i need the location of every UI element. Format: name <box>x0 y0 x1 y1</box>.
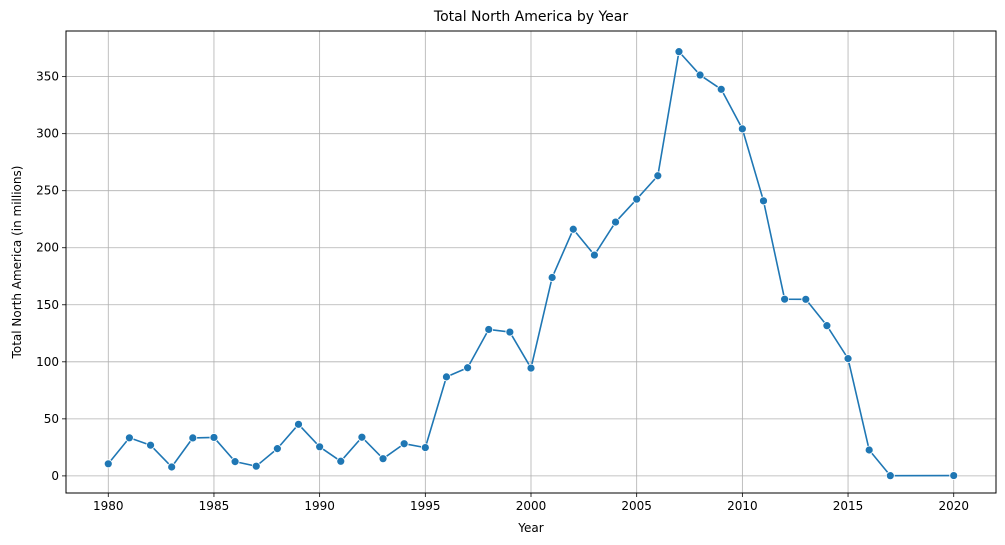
data-point <box>505 327 515 337</box>
y-tick-label: 0 <box>51 469 59 483</box>
data-point <box>209 433 219 442</box>
chart-title: Total North America by Year <box>433 9 628 25</box>
data-point <box>336 456 346 466</box>
x-tick-label: 2015 <box>833 499 864 513</box>
data-point <box>885 471 895 481</box>
data-point <box>737 124 747 134</box>
data-point <box>822 321 832 331</box>
x-tick-label: 2010 <box>727 499 758 513</box>
y-tick-label: 150 <box>36 298 59 312</box>
y-tick-label: 50 <box>44 412 59 426</box>
data-point <box>399 439 409 449</box>
data-point <box>378 454 388 464</box>
data-point <box>315 442 325 452</box>
y-tick-label: 100 <box>36 355 59 369</box>
y-axis-label: Total North America (in millions) <box>10 166 24 360</box>
y-tick-label: 200 <box>36 241 59 255</box>
data-point <box>653 171 663 181</box>
grid-lines <box>66 31 996 493</box>
data-point <box>695 70 705 80</box>
data-point <box>632 194 642 204</box>
data-point <box>526 363 536 373</box>
data-point <box>590 250 599 260</box>
data-point <box>949 471 959 480</box>
data-point <box>294 419 303 429</box>
data-point <box>716 84 726 94</box>
x-tick-label: 1980 <box>93 499 124 513</box>
x-axis: 1980 1985 1990 1995 2000 2005 2010 2015 2020 <box>93 493 969 513</box>
x-tick-label: 2000 <box>516 499 547 513</box>
y-tick-label: 350 <box>36 70 59 84</box>
data-point <box>442 372 451 382</box>
data-point <box>674 47 684 57</box>
data-point <box>611 217 620 227</box>
data-point <box>146 440 155 450</box>
x-tick-label: 2020 <box>938 499 969 513</box>
data-point <box>864 445 874 455</box>
data-point <box>251 461 261 471</box>
y-axis: 0 50 100 150 200 250 300 350 <box>36 70 66 483</box>
data-point <box>843 354 853 364</box>
data-point <box>167 462 177 472</box>
data-point <box>125 433 134 443</box>
data-point <box>188 433 198 443</box>
y-tick-label: 300 <box>36 127 59 141</box>
data-point <box>484 325 494 334</box>
data-point <box>357 432 367 442</box>
data-point <box>230 457 240 467</box>
x-tick-label: 2005 <box>621 499 652 513</box>
data-point <box>547 273 557 282</box>
data-point <box>568 224 578 234</box>
data-point <box>420 443 430 452</box>
data-point <box>780 294 790 304</box>
data-point <box>272 444 282 454</box>
x-tick-label: 1985 <box>199 499 230 513</box>
data-point <box>759 196 768 206</box>
data-point <box>801 294 811 304</box>
data-point <box>103 459 113 469</box>
x-tick-label: 1995 <box>410 499 441 513</box>
y-tick-label: 250 <box>36 184 59 198</box>
x-tick-label: 1990 <box>304 499 335 513</box>
data-point <box>463 363 472 373</box>
series-group <box>103 47 959 481</box>
x-axis-label: Year <box>517 521 543 535</box>
